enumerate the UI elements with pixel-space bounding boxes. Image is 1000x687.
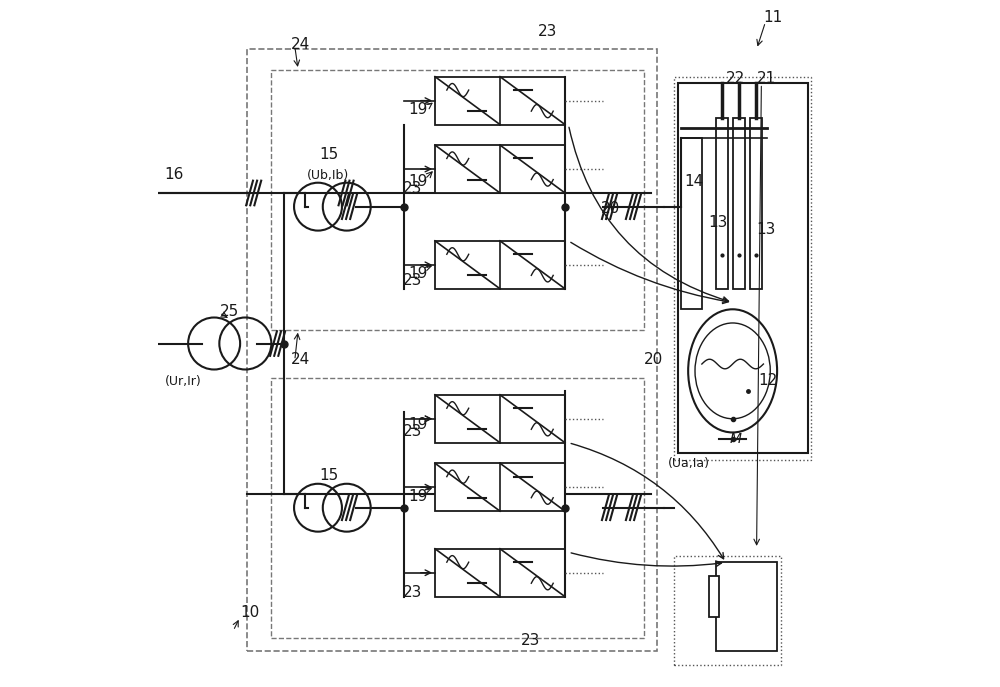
Text: (Ua,Ia): (Ua,Ia) [668, 457, 710, 470]
Text: 12: 12 [759, 372, 778, 387]
Bar [716, 117, 728, 289]
Text: 23: 23 [403, 181, 422, 196]
Text: 21: 21 [757, 71, 776, 87]
Text: 24: 24 [291, 37, 311, 52]
Bar [435, 145, 565, 193]
Text: 19: 19 [408, 489, 428, 504]
Text: M: M [729, 431, 741, 446]
Text: 15: 15 [319, 469, 339, 484]
Bar [435, 463, 565, 511]
Text: 23: 23 [538, 23, 557, 38]
Text: 20: 20 [601, 201, 621, 216]
Text: 16: 16 [165, 168, 184, 182]
Text: 15: 15 [319, 147, 339, 161]
Bar [435, 395, 565, 442]
Text: 10: 10 [240, 605, 259, 620]
Bar [709, 576, 719, 617]
Text: 23: 23 [521, 633, 540, 648]
Text: 13: 13 [757, 222, 776, 237]
Text: 24: 24 [291, 352, 311, 367]
Bar [435, 549, 565, 597]
Bar [674, 77, 811, 460]
Text: 19: 19 [408, 417, 428, 432]
Text: 25: 25 [219, 304, 239, 319]
Text: 23: 23 [403, 273, 422, 289]
Text: 11: 11 [763, 10, 783, 25]
Text: 23: 23 [403, 424, 422, 439]
Bar [435, 77, 565, 124]
Bar [674, 556, 781, 665]
Bar [271, 378, 644, 638]
Text: 13: 13 [709, 215, 728, 230]
Text: 19: 19 [408, 267, 428, 282]
Bar [271, 70, 644, 330]
Bar [247, 49, 657, 651]
Bar [435, 241, 565, 289]
Text: 23: 23 [403, 585, 422, 600]
Text: 19: 19 [408, 174, 428, 189]
Text: (Ur,Ir): (Ur,Ir) [165, 374, 201, 387]
Bar [733, 117, 745, 289]
Text: 19: 19 [408, 102, 428, 117]
Bar [716, 563, 777, 651]
Text: (Ub,Ib): (Ub,Ib) [307, 169, 349, 182]
Text: 22: 22 [726, 71, 745, 87]
Bar [678, 84, 808, 453]
Bar [681, 138, 702, 309]
Text: 20: 20 [644, 352, 663, 367]
Text: 14: 14 [684, 174, 703, 189]
Bar [750, 117, 762, 289]
